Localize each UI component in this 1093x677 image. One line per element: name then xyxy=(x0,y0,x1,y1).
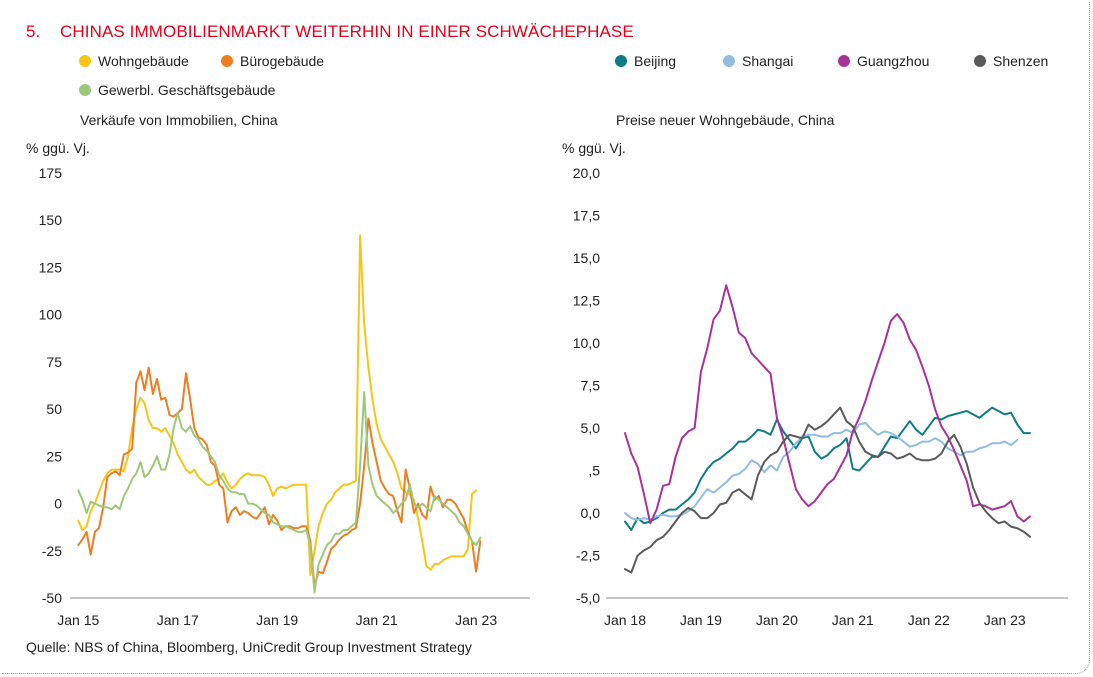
series-line-beijing xyxy=(624,406,1031,531)
x-tick-label: Jan 15 xyxy=(57,612,99,628)
legend-label: Bürogebäude xyxy=(240,53,325,69)
x-tick-label: Jan 18 xyxy=(604,612,646,628)
y-tick-label: 25 xyxy=(46,448,62,464)
series-line-shenzhen xyxy=(624,406,1031,574)
chart-title: 5. CHINAS IMMOBILIENMARKT WEITERHIN IN EI… xyxy=(26,22,634,42)
legend-dot-icon xyxy=(79,84,91,96)
legend-dot-icon xyxy=(974,55,986,67)
y-tick-label: 20,0 xyxy=(573,165,600,181)
y-tick-label: 7,5 xyxy=(581,378,601,394)
legend-item-gewerbl: Gewerbl. Geschäftsgebäude xyxy=(79,82,275,98)
legend-item-buerogebaeude: Bürogebäude xyxy=(221,53,324,69)
y-tick-label: ,5 xyxy=(588,463,600,479)
x-tick-label: Jan 19 xyxy=(680,612,722,628)
y-tick-label: -5,0 xyxy=(576,590,600,606)
y-tick-label: 75 xyxy=(46,354,62,370)
y-tick-label: 0 xyxy=(54,496,62,512)
y-tick-label: 5,0 xyxy=(581,420,601,436)
y-tick-label: 175 xyxy=(39,165,63,181)
y-tick-label: 10,0 xyxy=(573,335,600,351)
legend-dot-icon xyxy=(838,55,850,67)
x-tick-label: Jan 19 xyxy=(256,612,298,628)
legend-label: Beijing xyxy=(634,53,677,69)
legend-label: Guangzhou xyxy=(857,53,930,69)
y-tick-label: 150 xyxy=(39,212,63,228)
title-text: CHINAS IMMOBILIENMARKT WEITERHIN IN EINE… xyxy=(60,22,634,41)
right-chart-subtitle: Preise neuer Wohngebäude, China xyxy=(616,112,835,128)
legend-dot-icon xyxy=(79,55,91,67)
legend-item-shanghai: Shangai xyxy=(723,53,793,69)
title-number: 5. xyxy=(26,22,41,41)
legend-dot-icon xyxy=(723,55,735,67)
legend-item-guangzhou: Guangzhou xyxy=(838,53,929,69)
legend-label: Shenzen xyxy=(993,53,1049,69)
left-y-unit: % ggü. Vj. xyxy=(26,140,90,156)
y-tick-label: 0,0 xyxy=(581,505,601,521)
x-tick-label: Jan 20 xyxy=(756,612,798,628)
x-tick-label: Jan 22 xyxy=(908,612,950,628)
legend-label: Shangai xyxy=(742,53,794,69)
legend-item-shenzhen: Shenzen xyxy=(974,53,1048,69)
legend-item-beijing: Beijing xyxy=(615,53,676,69)
source-note: Quelle: NBS of China, Bloomberg, UniCred… xyxy=(26,639,472,655)
series-line-gewerbl-gesch-ftsgeb-ude xyxy=(77,391,482,594)
left-chart-subtitle: Verkäufe von Immobilien, China xyxy=(80,112,278,128)
legend-dot-icon xyxy=(221,55,233,67)
x-tick-label: Jan 17 xyxy=(157,612,199,628)
x-tick-label: Jan 23 xyxy=(984,612,1026,628)
y-tick-label: -25 xyxy=(42,543,62,559)
x-tick-label: Jan 21 xyxy=(356,612,398,628)
x-tick-label: Jan 21 xyxy=(832,612,874,628)
y-tick-label: 15,0 xyxy=(573,250,600,266)
right-y-unit: % ggü. Vj. xyxy=(562,140,626,156)
y-tick-label: 125 xyxy=(39,259,63,275)
legend-label: Wohngebäude xyxy=(98,53,189,69)
y-tick-label: 100 xyxy=(39,307,63,323)
legend-label: Gewerbl. Geschäftsgebäude xyxy=(98,82,276,98)
x-tick-label: Jan 23 xyxy=(455,612,497,628)
y-tick-label: 50 xyxy=(46,401,62,417)
y-tick-label: 17,5 xyxy=(573,208,600,224)
legend-dot-icon xyxy=(615,55,627,67)
y-tick-label: -50 xyxy=(42,590,62,606)
y-tick-label: -2,5 xyxy=(576,548,600,564)
series-line-guangzhou xyxy=(624,284,1031,525)
legend-item-wohngebaeude: Wohngebäude xyxy=(79,53,189,69)
y-tick-label: 12,5 xyxy=(573,293,600,309)
